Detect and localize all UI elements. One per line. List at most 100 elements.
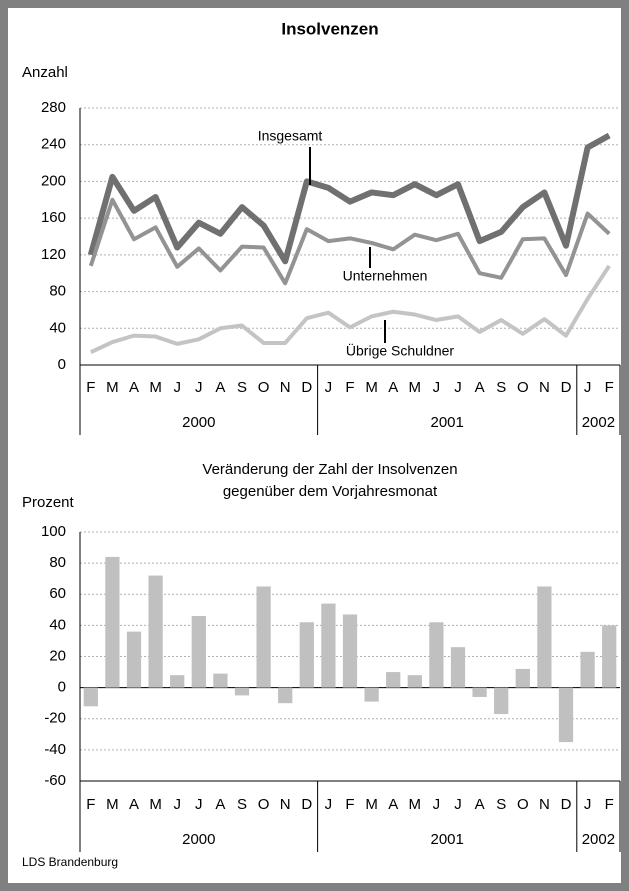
x-tick-label: J <box>195 379 203 396</box>
x-tick-label: F <box>605 796 614 813</box>
x-tick-label: D <box>301 796 312 813</box>
x-tick-label: N <box>539 379 550 396</box>
bar <box>126 631 142 688</box>
chart-subtitle: gegenüber dem Vorjahresmonat <box>223 483 438 500</box>
y-tick-label: 120 <box>41 246 66 263</box>
bar <box>580 651 595 688</box>
y-axis-label: Prozent <box>22 494 75 511</box>
x-tick-label: M <box>106 379 119 396</box>
x-tick-label: A <box>388 796 398 813</box>
y-tick-label: 60 <box>49 585 66 602</box>
x-tick-label: M <box>409 379 422 396</box>
x-tick-label: S <box>496 379 506 396</box>
y-tick-label: 100 <box>41 523 66 540</box>
x-tick-label: D <box>561 379 572 396</box>
x-tick-label: A <box>475 379 485 396</box>
bar <box>342 614 358 688</box>
x-tick-label: J <box>195 796 203 813</box>
chart-title: Insolvenzen <box>281 19 378 38</box>
x-tick-label: A <box>388 379 398 396</box>
x-tick-label: J <box>584 796 592 813</box>
source: LDS Brandenburg <box>22 855 118 869</box>
y-tick-label: 20 <box>49 647 66 664</box>
x-tick-label: N <box>280 379 291 396</box>
x-tick-label: J <box>584 379 592 396</box>
x-tick-label: M <box>149 796 162 813</box>
x-tick-label: J <box>173 379 181 396</box>
x-tick-label: J <box>325 796 333 813</box>
x-tick-label: O <box>258 796 270 813</box>
y-tick-label: 40 <box>49 616 66 633</box>
x-tick-label: F <box>345 796 354 813</box>
x-tick-label: A <box>475 796 485 813</box>
x-tick-label: O <box>517 796 529 813</box>
x-tick-label: A <box>129 796 139 813</box>
series-label: Unternehmen <box>343 268 428 284</box>
bar <box>602 625 617 688</box>
year-label: 2000 <box>182 831 215 848</box>
bar <box>472 687 487 697</box>
bar <box>170 675 185 688</box>
x-tick-label: M <box>409 796 422 813</box>
bar <box>83 687 98 707</box>
x-tick-label: O <box>258 379 270 396</box>
x-tick-label: A <box>129 379 139 396</box>
bar <box>148 575 163 688</box>
y-tick-label: 160 <box>41 209 66 226</box>
year-label: 2001 <box>431 831 464 848</box>
year-label: 2002 <box>582 831 615 848</box>
bar <box>105 556 120 688</box>
x-tick-label: A <box>215 379 225 396</box>
bar <box>450 647 466 688</box>
x-tick-label: F <box>86 796 95 813</box>
y-axis-label: Anzahl <box>22 64 68 81</box>
bar <box>321 603 336 688</box>
y-tick-label: 200 <box>41 172 66 189</box>
x-tick-label: D <box>561 796 572 813</box>
bar <box>213 673 228 688</box>
x-tick-label: N <box>280 796 291 813</box>
y-tick-label: 0 <box>58 679 66 696</box>
x-tick-label: J <box>325 379 333 396</box>
line-series <box>87 132 611 265</box>
year-label: 2001 <box>431 414 464 431</box>
bar <box>234 687 250 696</box>
y-tick-label: 80 <box>49 554 66 571</box>
y-tick-label: 40 <box>49 319 66 336</box>
line-series <box>88 197 611 286</box>
bar <box>537 586 552 688</box>
x-tick-label: F <box>605 379 614 396</box>
y-tick-label: 80 <box>49 283 66 300</box>
x-tick-label: J <box>433 796 441 813</box>
x-tick-label: J <box>173 796 181 813</box>
x-tick-label: A <box>215 796 225 813</box>
x-tick-label: M <box>365 796 378 813</box>
x-tick-label: M <box>149 379 162 396</box>
y-tick-label: 0 <box>58 356 66 373</box>
x-tick-label: F <box>86 379 95 396</box>
y-tick-label: 240 <box>41 136 66 153</box>
bar <box>299 622 314 688</box>
bar <box>386 672 401 688</box>
y-tick-label: -60 <box>44 772 66 789</box>
x-tick-label: S <box>496 796 506 813</box>
x-tick-label: J <box>454 379 462 396</box>
bar <box>494 687 509 715</box>
bar <box>429 622 444 688</box>
bar <box>256 586 271 688</box>
x-tick-label: J <box>433 379 441 396</box>
bar <box>364 687 379 702</box>
series-label: Insgesamt <box>258 128 323 144</box>
line-series <box>89 264 611 354</box>
year-label: 2000 <box>182 414 215 431</box>
x-tick-label: D <box>301 379 312 396</box>
bar <box>278 687 293 704</box>
x-tick-label: M <box>365 379 378 396</box>
x-tick-label: S <box>237 379 247 396</box>
x-tick-label: S <box>237 796 247 813</box>
series-label: Übrige Schuldner <box>346 342 455 359</box>
x-tick-label: M <box>106 796 119 813</box>
y-tick-label: 280 <box>41 99 66 116</box>
